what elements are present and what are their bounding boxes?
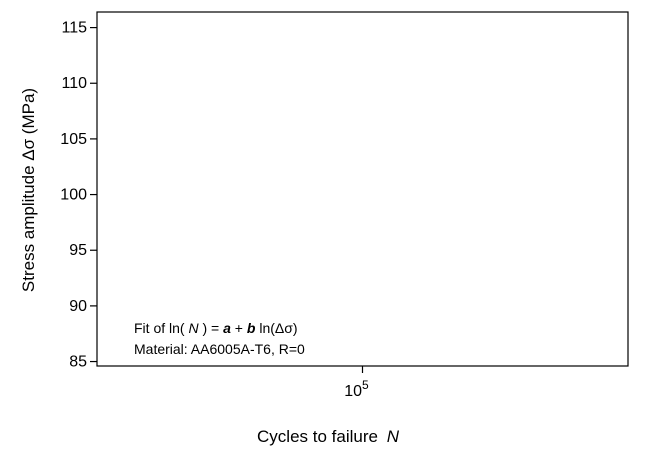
x-axis-label: Cycles to failure N — [257, 427, 400, 446]
y-tick-label: 95 — [69, 242, 87, 259]
plot-frame — [96, 11, 629, 367]
y-tick-label: 85 — [69, 354, 87, 371]
y-tick-label: 100 — [60, 187, 87, 204]
material-annotation: Material: AA6005A-T6, R=0 — [134, 341, 305, 357]
y-tick-label: 110 — [61, 75, 87, 92]
x-axis-label-text: Cycles to failure — [257, 427, 378, 446]
x-tick-label: 105 — [344, 378, 369, 400]
y-tick-label: 105 — [60, 131, 87, 148]
x-axis-label-var: N — [387, 427, 400, 446]
y-tick-label: 115 — [61, 20, 87, 37]
y-axis-label: Stress amplitude Δσ (MPa) — [19, 88, 38, 292]
fit-formula-annotation: Fit of ln( N ) = a + b ln(Δσ) — [134, 320, 298, 336]
axes: 859095100105110115105106107108 — [60, 11, 629, 400]
y-tick-label: 90 — [69, 298, 87, 315]
